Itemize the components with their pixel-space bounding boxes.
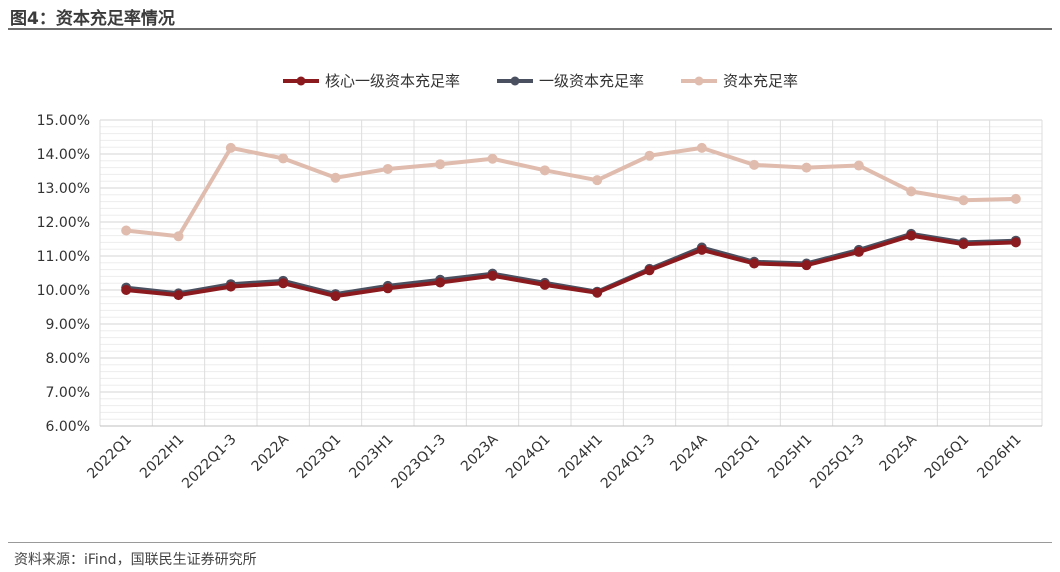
legend-swatch-marker (510, 76, 520, 86)
figure-title: 图4：资本充足率情况 (10, 9, 175, 29)
data-point (644, 265, 655, 276)
data-point (487, 270, 498, 281)
series-line (125, 233, 1016, 299)
data-point (382, 283, 393, 294)
data-point (853, 246, 864, 257)
x-tick-label: 2023Q1-3 (389, 432, 449, 492)
data-point (592, 287, 603, 298)
data-point (330, 291, 341, 302)
data-point (958, 239, 969, 250)
data-point (749, 258, 760, 269)
data-point (906, 230, 917, 241)
data-point (278, 278, 289, 289)
data-point (1010, 193, 1021, 204)
y-tick-label: 7.00% (46, 385, 90, 401)
y-tick-label: 10.00% (37, 283, 90, 299)
x-tick-label: 2024Q1 (503, 432, 554, 483)
x-tick-label: 2024A (667, 431, 711, 475)
y-tick-label: 14.00% (37, 147, 90, 163)
x-tick-label: 2025Q1 (712, 432, 763, 483)
legend-label: 核心一级资本充足率 (325, 72, 460, 90)
x-tick-label: 2024Q1-3 (598, 432, 658, 492)
y-tick-label: 8.00% (46, 351, 90, 367)
legend-label: 资本充足率 (723, 72, 798, 90)
data-point (382, 163, 393, 174)
x-tick-label: 2022Q1 (84, 432, 135, 483)
data-point (539, 165, 550, 176)
x-tick-label: 2025H1 (765, 432, 815, 482)
data-point (906, 186, 917, 197)
source-divider (8, 542, 1052, 543)
x-tick-label: 2023H1 (346, 432, 396, 482)
data-point (121, 225, 132, 236)
x-tick-label: 2026Q1 (922, 432, 973, 483)
data-point (539, 279, 550, 290)
y-tick-label: 13.00% (37, 181, 90, 197)
series-line (125, 145, 1016, 239)
data-point (853, 160, 864, 171)
legend-swatch-marker (296, 76, 306, 86)
data-point (173, 290, 184, 301)
y-tick-label: 11.00% (37, 249, 90, 265)
x-tick-label: 2023Q1 (294, 432, 345, 483)
legend-label: 一级资本充足率 (539, 72, 644, 90)
data-point (696, 142, 707, 153)
data-point (958, 195, 969, 206)
y-tick-label: 6.00% (46, 419, 90, 435)
x-tick-label: 2025Q1-3 (807, 432, 867, 492)
data-point (225, 281, 236, 292)
x-tick-label: 2022A (249, 431, 293, 475)
data-point (592, 175, 603, 186)
source-note: 资料来源：iFind，国联民生证券研究所 (14, 552, 257, 568)
y-tick-label: 9.00% (46, 317, 90, 333)
data-point (278, 153, 289, 164)
x-tick-label: 2025A (877, 431, 921, 475)
legend-swatch-marker (694, 76, 704, 86)
data-point (173, 231, 184, 242)
data-point (749, 159, 760, 170)
data-point (435, 277, 446, 288)
x-tick-label: 2022H1 (137, 432, 187, 482)
data-point (225, 142, 236, 153)
data-point (801, 260, 812, 271)
x-tick-label: 2023A (458, 431, 502, 475)
data-point (696, 244, 707, 255)
title-divider (8, 28, 1052, 30)
x-tick-label: 2026H1 (974, 432, 1024, 482)
x-tick-label: 2022Q1-3 (179, 432, 239, 492)
x-tick-label: 2024H1 (556, 432, 606, 482)
data-point (330, 172, 341, 183)
data-point (435, 159, 446, 170)
capital-adequacy-line-chart: 6.00% 7.00% 8.00% 9.00% 10.00% 11.00% 12.00% 13… (37, 72, 1043, 492)
y-tick-label: 12.00% (37, 215, 90, 231)
data-point (487, 153, 498, 164)
data-point (121, 285, 132, 295)
y-tick-label: 15.00% (37, 113, 90, 129)
data-point (801, 162, 812, 173)
data-point (644, 150, 655, 161)
data-point (1010, 237, 1021, 248)
